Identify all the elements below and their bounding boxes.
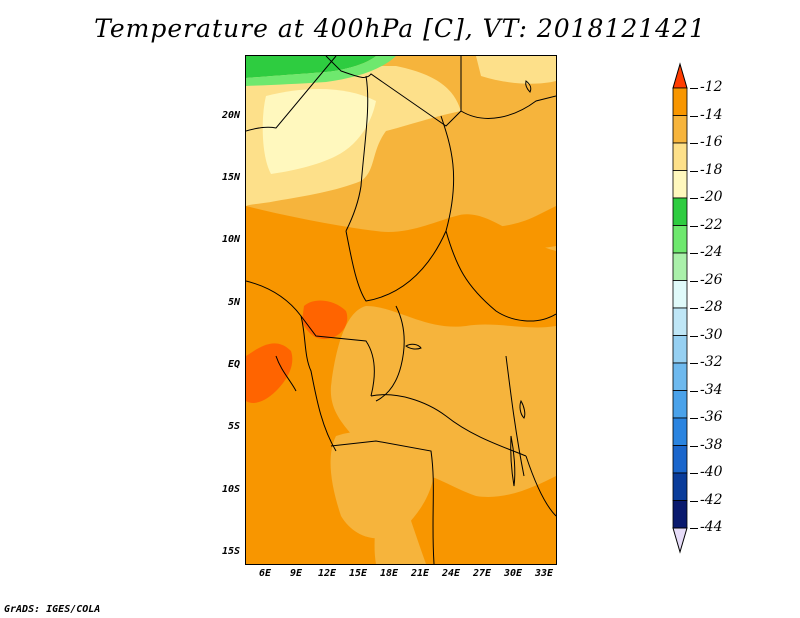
colorbar-label: -20 — [700, 189, 723, 205]
colorbar-over-triangle — [672, 62, 688, 89]
colorbar-box — [672, 225, 688, 254]
colorbar-tick — [690, 198, 698, 199]
colorbar-box — [672, 280, 688, 309]
band-minus24 — [246, 56, 396, 86]
colorbar-tick — [690, 390, 698, 392]
colorbar-label: -44 — [700, 519, 723, 535]
band-minus14 — [246, 206, 556, 564]
band-minus22 — [246, 56, 376, 78]
lat-label-15s: 15S — [221, 546, 240, 557]
colorbar-box — [672, 307, 688, 336]
colorbar-label: -40 — [700, 464, 723, 480]
lat-label-5n: 5N — [227, 297, 240, 308]
lat-label-15n: 15N — [221, 172, 240, 183]
colorbar — [672, 62, 688, 554]
band-minus14-north — [446, 206, 556, 251]
temperature-map — [245, 55, 557, 565]
colorbar-tick — [690, 115, 698, 117]
lat-label-eq: EQ — [227, 359, 240, 370]
map-canvas — [246, 56, 556, 564]
colorbar-box — [672, 390, 688, 419]
lat-label-20n: 20N — [221, 110, 240, 121]
lon-label-6e: 6E — [258, 568, 272, 579]
colorbar-label: -26 — [700, 271, 723, 288]
lon-label-15e: 15E — [348, 568, 368, 579]
lat-label-5s: 5S — [227, 421, 240, 432]
colorbar-box — [672, 472, 688, 501]
colorbar-tick — [690, 170, 698, 172]
colorbar-box — [672, 335, 688, 364]
colorbar-box — [672, 115, 688, 144]
colorbar-label: -12 — [700, 79, 723, 95]
lon-label-9e: 9E — [289, 568, 303, 579]
colorbar-box — [672, 87, 688, 116]
colorbar-under-triangle — [672, 527, 688, 554]
colorbar-label: -18 — [700, 161, 723, 178]
lon-label-18e: 18E — [379, 568, 399, 579]
lat-label-10s: 10S — [221, 484, 240, 495]
band-minus12-cameroon — [302, 300, 348, 340]
band-minus12-coast — [246, 343, 293, 403]
map-title: Temperature at 400hPa [C], VT: 201812142… — [94, 14, 706, 43]
colorbar-label: -34 — [700, 381, 723, 398]
colorbar-label: -42 — [700, 491, 723, 508]
colorbar-tick — [690, 418, 698, 419]
colorbar-label: -36 — [700, 409, 723, 425]
colorbar-tick — [690, 308, 698, 309]
band-minus16-south — [330, 431, 435, 539]
colorbar-tick — [690, 253, 698, 254]
colorbar-tick — [690, 528, 698, 529]
colorbar-label: -28 — [700, 299, 723, 315]
colorbar-label: -14 — [700, 106, 723, 123]
grads-credit: GrADS: IGES/COLA — [4, 604, 101, 615]
country-borders — [246, 56, 556, 564]
lakes — [405, 80, 532, 487]
colorbar-box — [672, 170, 688, 199]
lat-label-10n: 10N — [221, 234, 240, 245]
colorbar-box — [672, 500, 688, 529]
colorbar-tick — [690, 280, 698, 282]
colorbar-tick — [690, 500, 698, 502]
colorbar-tick — [690, 363, 698, 364]
colorbar-tick — [690, 473, 698, 474]
colorbar-tick — [690, 335, 698, 337]
colorbar-label: -32 — [700, 354, 723, 370]
colorbar-tick — [690, 88, 698, 89]
colorbar-box — [672, 417, 688, 446]
colorbar-label: -38 — [700, 436, 723, 453]
lon-label-33e: 33E — [534, 568, 554, 579]
colorbar-box — [672, 252, 688, 281]
colorbar-box — [672, 362, 688, 391]
colorbar-box — [672, 445, 688, 474]
lon-label-12e: 12E — [317, 568, 337, 579]
lon-label-24e: 24E — [441, 568, 461, 579]
colorbar-box — [672, 142, 688, 171]
lon-label-30e: 30E — [503, 568, 523, 579]
band-minus18-east — [476, 56, 556, 84]
colorbar-tick — [690, 225, 698, 227]
colorbar-box — [672, 197, 688, 226]
band-minus14-east — [396, 473, 556, 564]
lon-label-27e: 27E — [472, 568, 492, 579]
colorbar-label: -22 — [700, 216, 723, 233]
colorbar-label: -24 — [700, 244, 723, 260]
lon-label-21e: 21E — [410, 568, 430, 579]
colorbar-tick — [690, 445, 698, 447]
colorbar-tick — [690, 143, 698, 144]
colorbar-label: -16 — [700, 134, 723, 150]
colorbar-label: -30 — [700, 326, 723, 343]
